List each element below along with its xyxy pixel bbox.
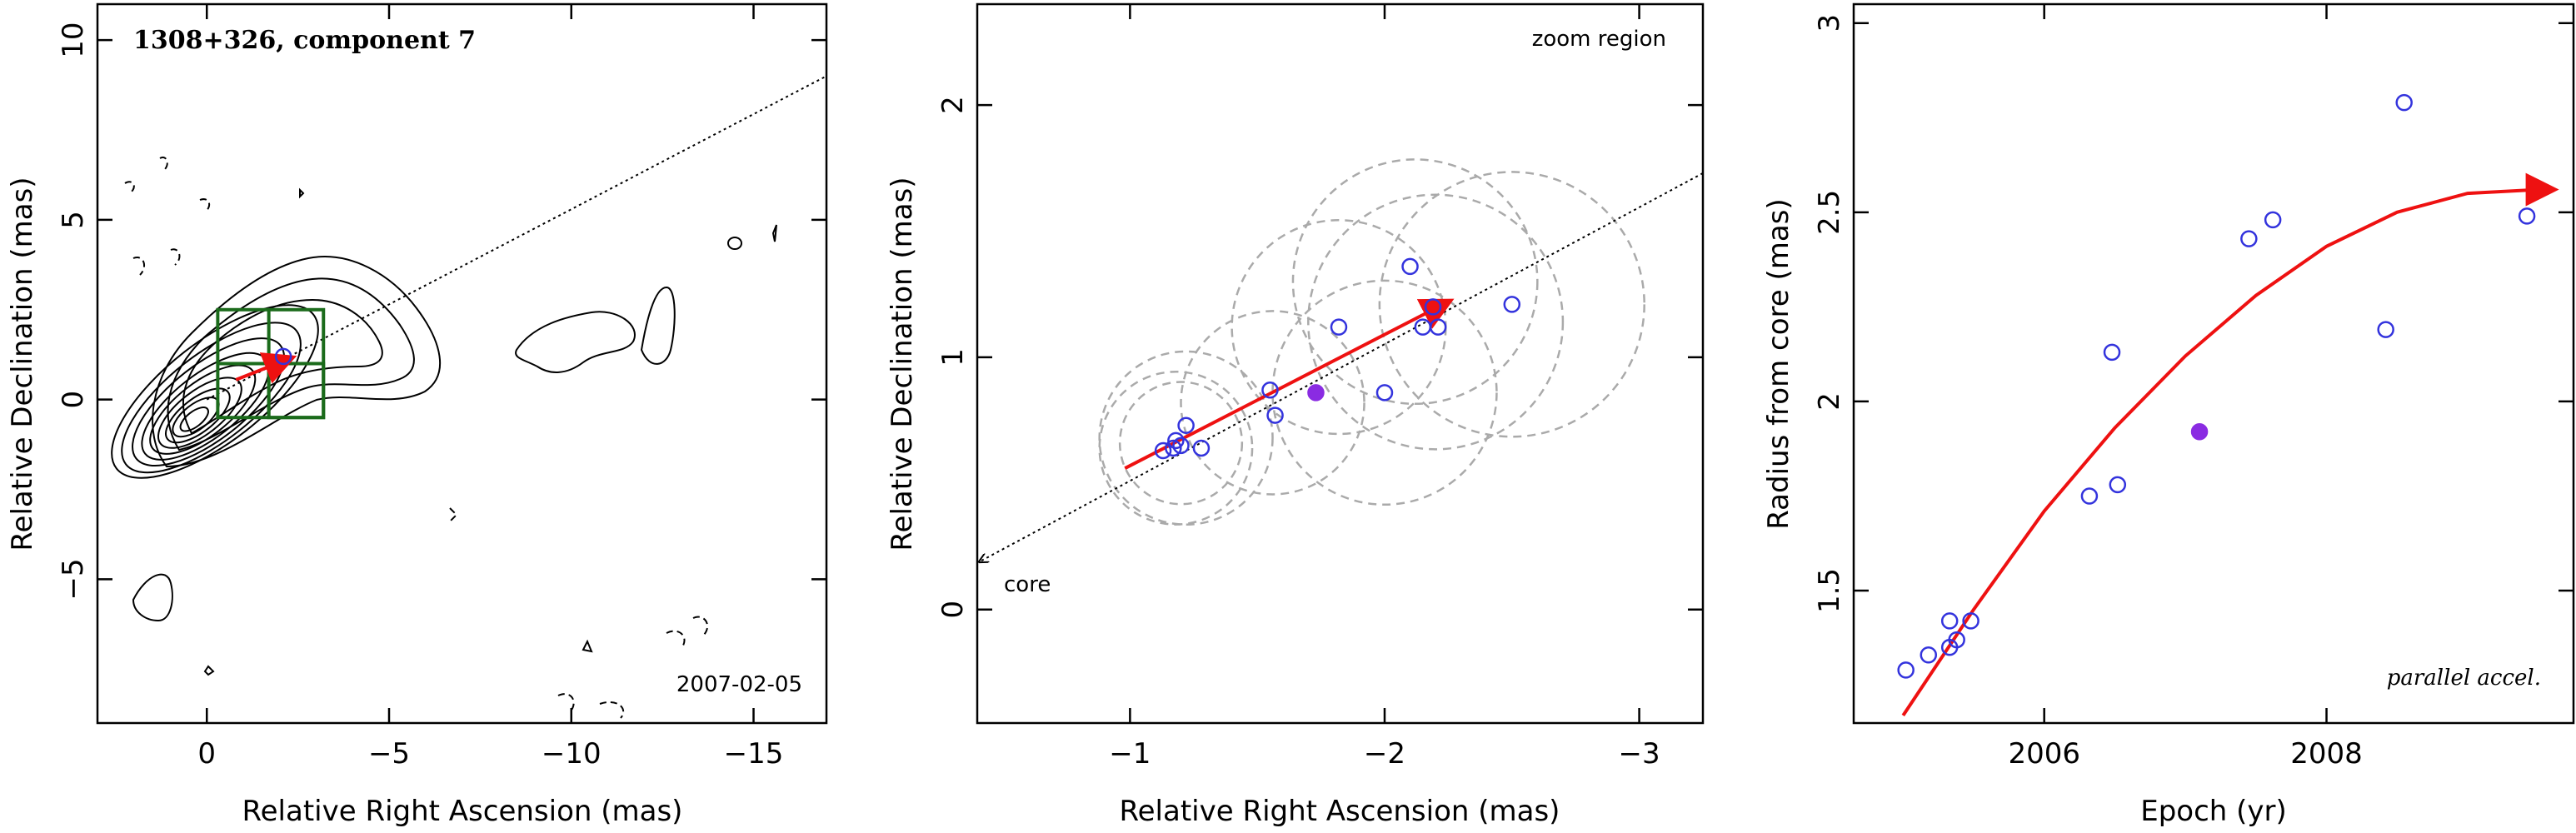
y-tick-label: 2 (936, 96, 970, 114)
data-point (1167, 431, 1185, 450)
data-point (1920, 646, 1938, 664)
data-point (1401, 257, 1419, 276)
error-circle (1180, 310, 1365, 496)
data-point (1948, 631, 1965, 649)
panel-3-annotation: parallel accel. (2387, 666, 2541, 691)
panel-2-y-axis-label: Relative Declination (mas) (886, 177, 919, 551)
error-circle (1271, 279, 1498, 506)
error-circle (1231, 218, 1447, 436)
error-circles (1098, 158, 1645, 526)
panel-1-date-label: 2007-02-05 (676, 672, 802, 697)
small-contour-a (727, 237, 742, 250)
data-point (2103, 343, 2121, 362)
data-point (1962, 612, 1979, 630)
data-point (1266, 407, 1284, 424)
data-point (2377, 321, 2394, 338)
panel-1: 0 −5 −10 −15 −5 0 5 10 1308+326, component 7 20… (6, 2, 828, 828)
component-position-marker (274, 347, 292, 366)
y-tick-label: −5 (57, 558, 90, 600)
highlight-point (2190, 423, 2209, 441)
second-contour (167, 277, 415, 451)
position-points (1154, 257, 1521, 460)
x-tick-label: −15 (724, 737, 784, 771)
error-circle (1098, 350, 1274, 526)
y-tick-label: 5 (57, 211, 90, 229)
small-contour-b (771, 224, 777, 242)
panel-2: −1 −2 −3 0 1 2 zoom region core Relative Righ… (886, 2, 1705, 828)
x-tick-label: −1 (1109, 737, 1151, 771)
outer-contour (152, 256, 442, 468)
x-tick-label: −10 (542, 737, 602, 771)
x-tick-label: −3 (1619, 737, 1660, 771)
data-point (1154, 441, 1172, 460)
radius-points (1897, 93, 2536, 679)
data-point (2240, 230, 2258, 247)
y-tick-label: 1.5 (1813, 568, 1846, 613)
data-point (2080, 487, 2099, 505)
panel-2-corner-label: zoom region (1532, 27, 1666, 52)
fit-curve (1901, 172, 2559, 717)
panel-2-x-axis-label: Relative Right Ascension (mas) (1120, 795, 1560, 828)
data-point (2109, 476, 2127, 494)
data-point (1177, 416, 1195, 434)
panel-3-frame (1852, 2, 2575, 725)
panel-2-core-label: core (1004, 572, 1051, 597)
error-circle (1291, 158, 1539, 406)
data-point (1165, 439, 1182, 457)
data-point (1940, 612, 1959, 630)
panel-2-frame (976, 2, 1705, 725)
y-tick-label: 10 (57, 22, 90, 58)
x-tick-label: −2 (1364, 737, 1405, 771)
panel-1-ticks: 0 −5 −10 −15 −5 0 5 10 (57, 4, 826, 771)
y-tick-label: 2 (1813, 392, 1846, 411)
velocity-vector (235, 352, 297, 384)
small-contour-d (203, 665, 215, 676)
west-blob-contour (132, 573, 173, 622)
data-point (1424, 298, 1442, 316)
data-point (2395, 93, 2413, 112)
panel-3-y-axis-label: Radius from core (mas) (1762, 198, 1795, 529)
east-blob-contour-2 (640, 286, 676, 365)
small-contour-c (299, 187, 305, 199)
small-contour-e (582, 639, 593, 653)
y-tick-label: 1 (936, 348, 970, 367)
data-point (1330, 318, 1348, 336)
panel-1-y-axis-label: Relative Declination (mas) (6, 177, 39, 551)
error-circle (1118, 381, 1244, 506)
panel-3-x-axis-label: Epoch (yr) (2140, 795, 2287, 828)
panel-1-x-axis-label: Relative Right Ascension (mas) (242, 795, 683, 828)
panel-1-frame (96, 2, 828, 725)
data-point (2518, 207, 2536, 225)
data-point (2264, 211, 2282, 229)
velocity-vector (1124, 298, 1455, 470)
negative-contours (124, 156, 709, 719)
y-tick-label: 3 (1813, 14, 1846, 32)
panel-1-title: 1308+326, component 7 (133, 26, 476, 55)
contour-map (111, 75, 826, 719)
y-tick-label: 2.5 (1813, 190, 1846, 235)
x-tick-label: 0 (197, 737, 216, 771)
x-tick-label: −5 (368, 737, 410, 771)
data-point (1429, 318, 1447, 336)
data-point (1261, 382, 1279, 399)
east-blob-contour (515, 311, 636, 373)
panel-2-ticks: −1 −2 −3 0 1 2 (936, 4, 1703, 771)
data-point (1375, 384, 1394, 402)
data-point (1192, 439, 1211, 457)
data-point (1414, 318, 1432, 336)
highlight-point (1307, 384, 1325, 402)
error-circle (1307, 193, 1565, 451)
panel-3-ticks: 2006 2008 1.5 2 2.5 3 (1813, 4, 2574, 771)
x-tick-label: 2006 (2008, 737, 2080, 771)
jet-axis-line (980, 172, 1704, 561)
data-point (1897, 661, 1915, 679)
data-point (1172, 436, 1190, 455)
x-tick-label: 2008 (2290, 737, 2363, 771)
y-tick-label: 0 (936, 601, 970, 619)
data-point (1503, 296, 1521, 313)
panel-3: 2006 2008 1.5 2 2.5 3 parallel accel. Epoch (… (1762, 2, 2575, 828)
y-tick-label: 0 (57, 391, 90, 409)
error-circle (1378, 171, 1645, 438)
